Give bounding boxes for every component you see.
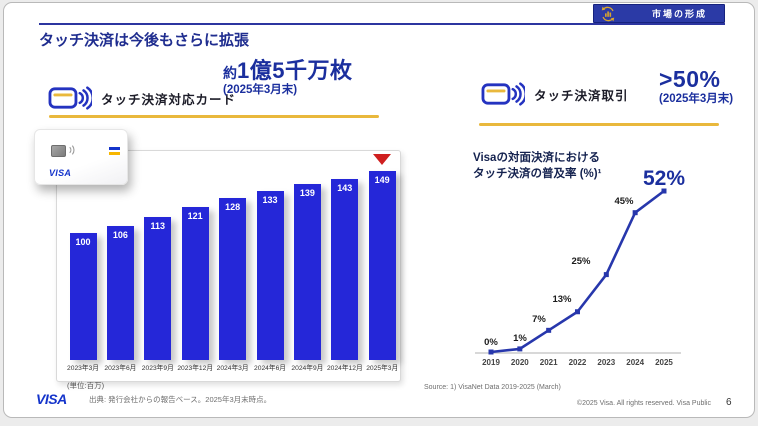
latest-bar-marker-icon — [373, 154, 391, 165]
data-point-marker — [546, 327, 552, 333]
top-divider — [39, 23, 725, 25]
section-badge: 市場の形成 — [593, 4, 725, 23]
x-tick-label: 2019 — [482, 358, 500, 367]
bar-value-label: 133 — [262, 195, 278, 206]
point-label: 7% — [532, 314, 546, 325]
point-label: 45% — [614, 196, 634, 207]
bar-value-label: 121 — [187, 210, 203, 221]
bar-value-label: 139 — [299, 187, 315, 198]
bar: 149 — [368, 171, 396, 360]
card-gold-stripe — [109, 151, 120, 155]
bar-category-label: 2024年3月 — [216, 365, 249, 372]
left-headline: 約1億5千万枚 (2025年3月末) — [223, 58, 353, 97]
page-title: タッチ決済は今後もさらに拡張 — [39, 32, 250, 49]
highlight-point-label: 52% — [643, 167, 685, 190]
bar: 143 — [331, 178, 359, 360]
bar-value-label: 143 — [337, 182, 353, 193]
bar-category-label: 2023年3月 — [67, 365, 99, 372]
source-note-right: Source: 1) VisaNet Data 2019-2025 (March… — [424, 384, 561, 391]
bar: 121 — [181, 206, 209, 360]
unit-note: (単位:百万) — [67, 381, 105, 390]
bar: 113 — [144, 216, 172, 360]
right-section-label: タッチ決済取引 — [534, 88, 629, 103]
market-formation-icon — [601, 6, 615, 21]
x-tick-label: 2025 — [655, 358, 673, 367]
bar: 133 — [256, 191, 284, 360]
bar-category-label: 2023年9月 — [141, 365, 174, 372]
bar-value-label: 106 — [112, 229, 128, 240]
left-section-header: タッチ決済対応カード — [48, 85, 236, 111]
point-label: 1% — [513, 333, 527, 344]
data-point-marker — [603, 272, 609, 278]
headline-prefix: 約 — [223, 65, 237, 81]
bar-category-label: 2025年3月 — [366, 365, 399, 372]
left-gold-divider — [49, 115, 379, 118]
data-point-marker — [632, 210, 638, 216]
card-chip-icon — [51, 145, 66, 157]
card-contactless-icon — [69, 145, 75, 155]
contactless-card-icon — [48, 86, 92, 110]
bar: 139 — [293, 183, 321, 360]
contactless-card-icon — [481, 82, 525, 106]
source-note-left: 出典: 発行会社からの報告ベース。2025年3月末時点。 — [89, 395, 272, 404]
point-label: 0% — [484, 337, 498, 348]
bar-value-label: 149 — [374, 175, 390, 186]
left-headline-note: (2025年3月末) — [223, 84, 298, 97]
bar-category-label: 2023年12月 — [177, 365, 214, 372]
data-point-marker — [574, 309, 580, 315]
bar: 128 — [219, 197, 247, 360]
bar-category-label: 2023年6月 — [104, 365, 137, 372]
card-count-bar-chart: 100 2023年3月 106 2023年6月 113 2023年9月 121 2023年12… — [56, 150, 401, 382]
x-tick-label: 2023 — [597, 358, 615, 367]
line-chart-title-line2: タッチ決済の普及率 (%)¹ — [473, 168, 602, 181]
x-tick-label: 2024 — [626, 358, 644, 367]
line-chart-title-line1: Visaの対面決済における — [473, 152, 600, 164]
data-point-marker — [661, 188, 667, 194]
bar: 100 — [69, 233, 97, 360]
penetration-line-chart: 2019 2020 2021 2022 2023 2024 2025 0% 1% 7% 13% 25%… — [475, 167, 685, 367]
left-section-label: タッチ決済対応カード — [101, 92, 237, 107]
right-headline: >50% (2025年3月末) — [659, 66, 734, 106]
right-headline-value: >50% — [659, 66, 721, 92]
point-label: 13% — [552, 294, 572, 305]
data-point-marker — [488, 349, 494, 355]
right-gold-divider — [479, 123, 719, 126]
bar-value-label: 128 — [225, 201, 241, 212]
visa-logo: VISA — [36, 391, 67, 407]
bar: 106 — [106, 225, 134, 360]
trend-line — [490, 189, 665, 354]
visa-card-image: VISA — [34, 129, 128, 185]
bar-value-label: 100 — [75, 237, 91, 248]
bar-category-label: 2024年12月 — [326, 365, 363, 372]
card-visa-logo: VISA — [49, 168, 72, 178]
line-chart-title: Visaの対面決済における タッチ決済の普及率 (%)¹ — [473, 150, 601, 182]
x-tick-label: 2022 — [569, 358, 587, 367]
slide: 市場の形成 タッチ決済は今後もさらに拡張 タッチ決済対応カード 約1億5千万枚 … — [3, 2, 755, 418]
x-tick-label: 2021 — [540, 358, 558, 367]
card-blue-stripe — [109, 147, 120, 150]
badge-label: 市場の形成 — [652, 9, 708, 19]
bar-category-label: 2024年6月 — [254, 365, 286, 372]
left-headline-value: 1億5千万枚 — [237, 58, 353, 83]
right-headline-note: (2025年3月末) — [659, 93, 734, 106]
bar-category-label: 2024年9月 — [291, 365, 324, 372]
data-point-marker — [517, 346, 523, 352]
copyright-note: ©2025 Visa. All rights reserved. Visa Pu… — [576, 400, 711, 407]
point-label: 25% — [571, 256, 591, 267]
page-number: 6 — [726, 397, 732, 408]
x-tick-label: 2020 — [511, 358, 529, 367]
bar-value-label: 113 — [150, 220, 166, 231]
right-section-header: タッチ決済取引 — [481, 81, 629, 107]
